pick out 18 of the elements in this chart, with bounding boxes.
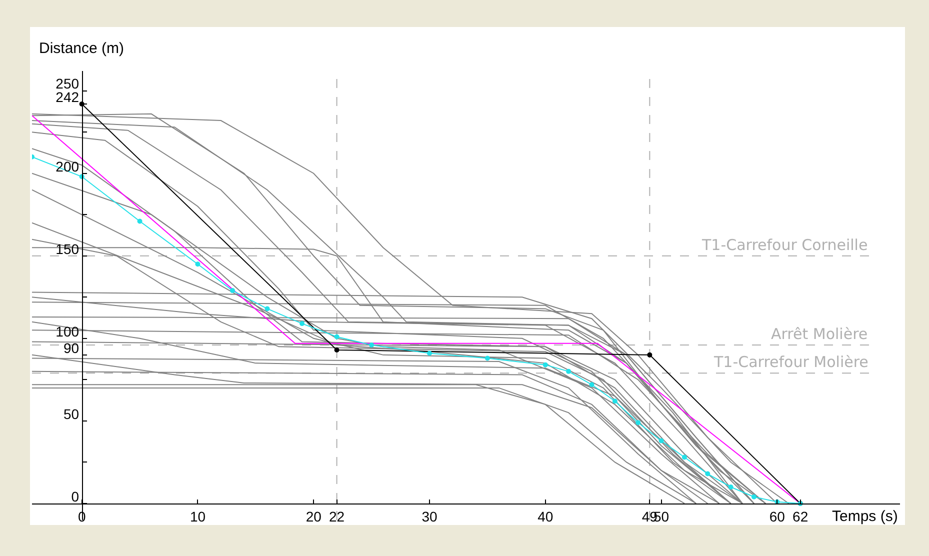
y-tick-label: 50 — [63, 406, 80, 422]
x-tick-label: 40 — [538, 508, 554, 524]
x-tick-label: 60 — [769, 508, 786, 524]
x-axis-title: Temps (s) — [832, 508, 898, 525]
x-tick-label: 20 — [306, 508, 322, 524]
ref-line-label: T1-Carrefour Molière — [713, 353, 868, 371]
y-tick-label: 200 — [56, 158, 80, 174]
x-tick-label: 22 — [329, 508, 345, 524]
ref-line-label: T1-Carrefour Corneille — [701, 236, 868, 254]
y-tick-label: 150 — [56, 240, 80, 257]
x-tick-label: 62 — [792, 508, 808, 524]
y-axis-title: Distance (m) — [39, 40, 124, 57]
y-tick-label: 0 — [71, 488, 80, 504]
y-tick-label: 100 — [56, 323, 80, 340]
y-tick-label: 90 — [63, 340, 80, 356]
x-tick-label: 30 — [422, 508, 438, 524]
ref-line-label: Arrêt Molière — [771, 325, 868, 343]
x-tick-label: 10 — [190, 508, 206, 524]
